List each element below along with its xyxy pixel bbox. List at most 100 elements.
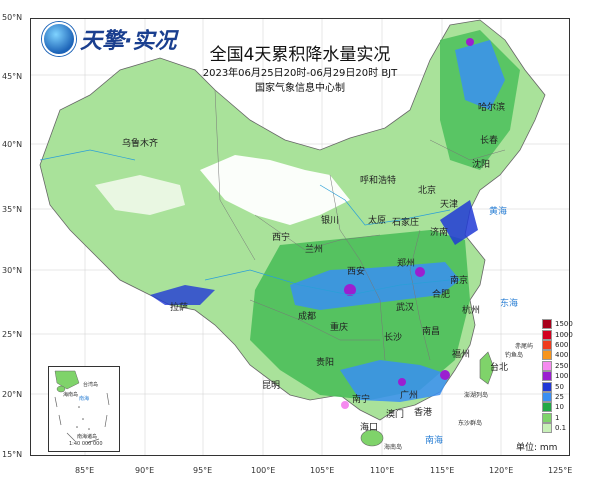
city-label: 台北: [490, 363, 509, 373]
legend-label: 1: [555, 413, 560, 422]
city-label: 兰州: [305, 245, 324, 255]
map-frame: [30, 18, 570, 456]
island-label: 钓鱼岛: [505, 352, 524, 359]
dry-region: [200, 155, 350, 225]
lat-label: 40°N: [2, 140, 23, 149]
inset-label: 海南岛: [63, 392, 79, 398]
legend-label: 1000: [555, 330, 573, 339]
lat-label: 25°N: [2, 330, 23, 339]
legend-swatch: [542, 412, 552, 423]
lat-label: 15°N: [2, 450, 23, 459]
island-label: 澎湖列岛: [464, 392, 489, 399]
lat-label: 45°N: [2, 72, 23, 81]
lat-label: 20°N: [2, 390, 23, 399]
lon-label: 85°E: [75, 466, 95, 475]
city-label: 济南: [430, 228, 449, 238]
legend-item: 100: [542, 371, 573, 382]
legend-item: 1: [542, 412, 573, 423]
legend-label: 400: [555, 351, 569, 360]
island-label: 东沙群岛: [458, 420, 483, 427]
city-label: 合肥: [432, 290, 451, 300]
rain-blue-south: [340, 360, 450, 402]
legend-swatch: [542, 329, 552, 340]
globe-icon: [42, 22, 76, 56]
rain-blue-coast: [440, 200, 478, 245]
city-label: 长沙: [384, 333, 403, 343]
city-label: 武汉: [396, 303, 415, 313]
legend-item: 400: [542, 350, 573, 361]
legend-label: 600: [555, 340, 569, 349]
city-label: 昆明: [262, 381, 281, 391]
city-label: 南昌: [422, 327, 441, 337]
legend-swatch: [542, 371, 552, 382]
lat-label: 35°N: [2, 205, 23, 214]
city-label: 银川: [321, 216, 340, 226]
city-label: 西安: [347, 267, 366, 277]
lon-label: 95°E: [193, 466, 213, 475]
lat-label: 30°N: [2, 266, 23, 275]
city-label: 沈阳: [472, 160, 491, 170]
legend-item: 25: [542, 391, 573, 402]
city-label: 南宁: [352, 395, 371, 405]
map-title: 全国4天累积降水量实况: [209, 45, 391, 65]
inset-label: 台湾岛: [83, 382, 99, 388]
legend-label: 50: [555, 382, 564, 391]
city-label: 西宁: [272, 233, 291, 243]
lon-label: 105°E: [310, 466, 335, 475]
city-label: 海口: [360, 423, 379, 433]
city-label: 郑州: [397, 259, 416, 269]
lon-label: 120°E: [489, 466, 514, 475]
city-label: 呼和浩特: [360, 176, 397, 186]
city-label: 长春: [480, 136, 499, 146]
legend-item: 50: [542, 381, 573, 392]
legend-label: 10: [555, 403, 564, 412]
lon-label: 110°E: [370, 466, 395, 475]
legend-swatch: [542, 391, 552, 402]
city-label: 北京: [418, 186, 437, 196]
city-label: 天津: [440, 200, 459, 210]
legend-swatch: [542, 381, 552, 392]
legend-item: 10: [542, 402, 573, 413]
legend-label: 1500: [555, 320, 573, 329]
sea-label: 南海: [425, 436, 444, 446]
city-label: 澳门: [386, 410, 405, 420]
lon-label: 115°E: [430, 466, 455, 475]
legend-item: 250: [542, 360, 573, 371]
island-label: 海南岛: [384, 444, 403, 451]
legend-item: 0.1: [542, 423, 573, 434]
sea-label: 东海: [500, 299, 519, 309]
inset-label: 南海: [79, 396, 90, 402]
city-label: 杭州: [462, 306, 481, 316]
city-label: 福州: [452, 350, 471, 360]
inset-scale: 1:40 000 000: [69, 441, 103, 447]
legend: 1500 1000 600 400 250 100 50 25 10 1 0.1: [542, 319, 573, 434]
lon-label: 90°E: [135, 466, 155, 475]
legend-item: 600: [542, 339, 573, 350]
city-label: 成都: [298, 312, 317, 322]
rain-blue-ne: [455, 40, 505, 110]
dry-region-2: [95, 175, 185, 215]
legend-swatch: [542, 339, 552, 350]
logo-text: 天擎·实况: [80, 29, 177, 54]
legend-swatch: [542, 402, 552, 413]
city-label: 贵阳: [316, 358, 335, 368]
logo: 天擎·实况: [42, 22, 176, 56]
taiwan-island: [479, 351, 495, 385]
city-label: 广州: [400, 391, 419, 401]
map-organization: 国家气象信息中心制: [255, 83, 345, 94]
inset-canvas: [54, 370, 110, 444]
city-label: 哈尔滨: [478, 103, 506, 113]
legend-swatch: [542, 350, 552, 361]
city-label: 太原: [368, 216, 387, 226]
legend-item: 1000: [542, 329, 573, 340]
legend-item: 1500: [542, 319, 573, 330]
legend-swatch: [542, 423, 552, 434]
legend-label: 0.1: [555, 424, 567, 433]
lon-label: 125°E: [548, 466, 573, 475]
city-label: 重庆: [330, 323, 349, 333]
legend-swatch: [542, 360, 552, 371]
city-label: 南京: [450, 276, 469, 286]
rain-blue-sichuan: [150, 285, 215, 305]
